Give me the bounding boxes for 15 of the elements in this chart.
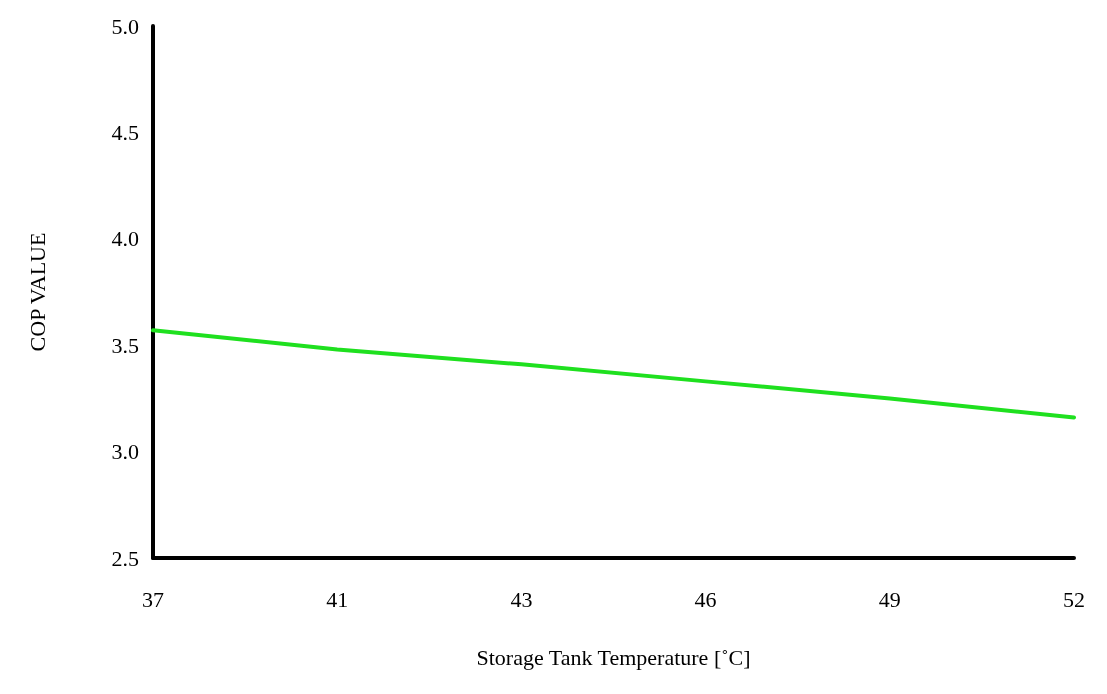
- y-tick-label: 3.5: [111, 332, 139, 358]
- x-tick-label: 49: [878, 586, 901, 612]
- y-tick-label: 5.0: [111, 13, 139, 39]
- x-tick-label: 52: [1063, 586, 1085, 612]
- x-tick-label: 43: [510, 586, 533, 612]
- x-axis-title: Storage Tank Temperature [˚C]: [476, 644, 751, 670]
- line-series: [151, 328, 1076, 420]
- y-axis-title: COP VALUE: [24, 232, 50, 352]
- y-tick-label: 4.0: [111, 226, 139, 252]
- y-tick-label: 2.5: [111, 545, 139, 571]
- y-tick-label: 4.5: [111, 119, 139, 145]
- x-tick-label: 37: [142, 586, 164, 612]
- x-tick-label: 46: [694, 586, 717, 612]
- x-tick-label: 41: [326, 586, 349, 612]
- y-tick-label: 3.0: [111, 439, 139, 465]
